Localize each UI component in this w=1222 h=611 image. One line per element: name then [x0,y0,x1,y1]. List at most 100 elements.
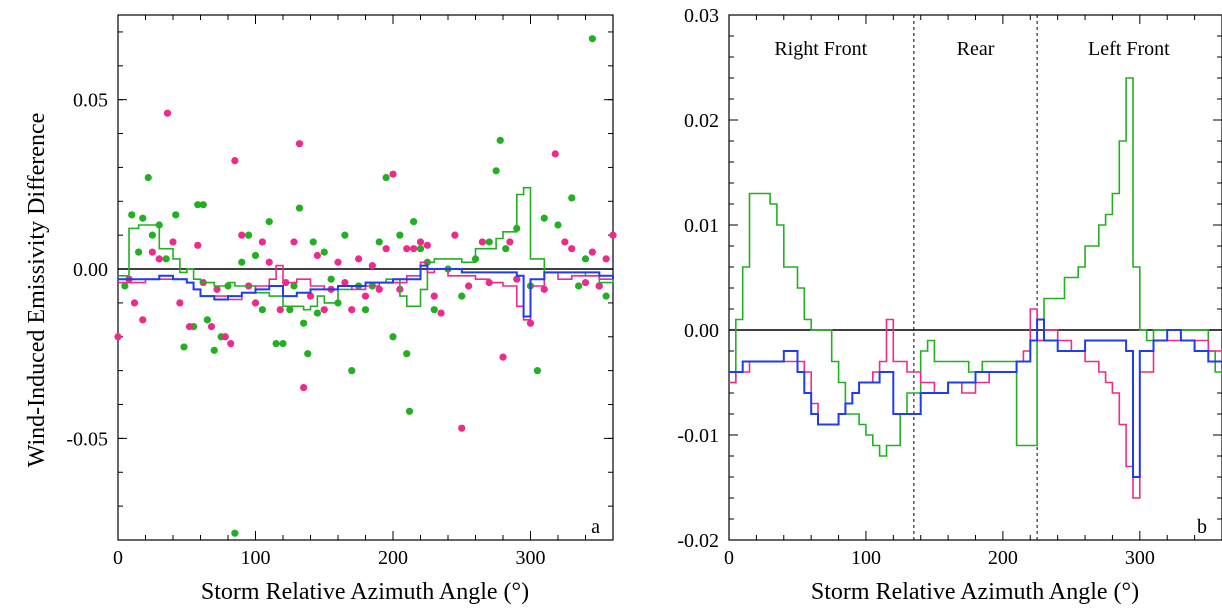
scatter-point [251,299,260,307]
panel-b-series [729,77,1222,499]
scatter-point [139,316,147,324]
scatter-point [361,306,370,314]
scatter-point [430,292,438,300]
scatter-point [180,343,188,351]
scatter-point [389,170,397,178]
scatter-point [194,241,202,249]
panel-b-x-tick-labels: 0 100 200 300 [724,547,1155,569]
region-label: Right Front [774,38,867,60]
scatter-point [526,319,535,327]
scatter-point [306,292,315,300]
scatter-point [121,282,129,290]
scatter-point [313,309,321,317]
scatter-point [320,306,328,314]
scatter-point [245,231,253,239]
panel-a-y-tick-labels: 0.05 0.00 -0.05 [66,90,108,451]
step-series-green [729,77,1222,457]
scatter-point [148,231,156,239]
scatter-point [258,306,266,314]
scatter-point [382,173,390,182]
scatter-point [265,258,273,266]
scatter-point [502,245,510,253]
scatter-point [540,285,548,293]
scatter-point [458,292,466,300]
scatter-point [554,221,562,229]
panel-b-region-labels: Right Front Rear Left Front [774,38,1170,60]
scatter-point [375,285,383,293]
y-tick-label: 0.00 [73,259,108,281]
scatter-point [478,238,486,246]
scatter-point [513,275,521,283]
scatter-point [130,299,139,307]
scatter-point [416,245,425,253]
y-tick-label: -0.05 [66,428,108,450]
panel-a-label: a [591,516,600,538]
x-tick-label: 200 [378,547,408,569]
y-tick-label: 0.02 [684,110,719,132]
scatter-point [295,204,304,212]
x-tick-label: 0 [113,547,123,569]
panel-b-frame [728,14,1222,541]
y-tick-label: -0.01 [677,425,719,447]
scatter-point [568,194,576,202]
scatter-point [389,333,397,341]
scatter-point [300,319,308,327]
scatter-series-pink [114,109,617,432]
panel-a-x-tick-labels: 0 100 200 300 [113,547,546,569]
x-tick-label: 300 [1125,547,1155,569]
scatter-point [300,383,308,392]
scatter-point [227,339,235,348]
scatter-point [396,231,404,239]
scatter-point [238,231,246,239]
y-tick-label: 0.03 [684,5,719,27]
y-tick-label: -0.02 [677,530,719,552]
x-tick-label: 300 [516,547,546,569]
y-tick-label: 0.00 [684,320,719,342]
step-series-blue [729,318,1222,478]
scatter-point [163,109,172,117]
scatter-point [251,251,260,260]
scatter-point [348,306,356,314]
scatter-point [561,238,569,246]
scatter-point [458,424,466,432]
scatter-point [361,292,370,300]
scatter-point [172,211,180,219]
scatter-point [410,245,418,253]
scatter-series-green [121,35,610,537]
scatter-point [203,316,211,324]
scatter-point [144,173,152,182]
scatter-point [437,309,445,317]
panel-a-frame [117,14,614,541]
scatter-point [602,292,610,300]
scatter-point [355,255,363,263]
panel-a-ticks [117,15,614,541]
scatter-point [176,299,184,307]
scatter-point [403,245,411,253]
scatter-point [602,255,610,263]
scatter-point [327,275,335,283]
panel-b-label: b [1197,516,1207,538]
panel-a-y-axis-title: Wind-Induced Emissivity Difference [24,113,50,467]
scatter-point [423,241,431,249]
scatter-point [588,35,596,43]
scatter-point [194,201,202,209]
scatter-point [221,333,229,341]
scatter-point [496,136,504,144]
step-series-green [118,186,614,311]
scatter-point [290,238,298,246]
scatter-point [258,238,266,246]
region-label: Left Front [1088,38,1170,60]
scatter-point [465,282,473,290]
scatter-point [279,339,287,348]
scatter-point [405,407,414,415]
scatter-point [304,350,312,358]
scatter-point [265,218,273,226]
scatter-point [341,231,349,239]
scatter-point [375,238,383,246]
scatter-point [320,248,328,256]
scatter-point [210,346,218,354]
scatter-point [295,140,304,148]
panel-b-y-tick-labels: -0.02 -0.01 0.00 0.01 0.02 0.03 [677,5,719,552]
scatter-point [485,238,493,246]
scatter-point [231,529,239,537]
